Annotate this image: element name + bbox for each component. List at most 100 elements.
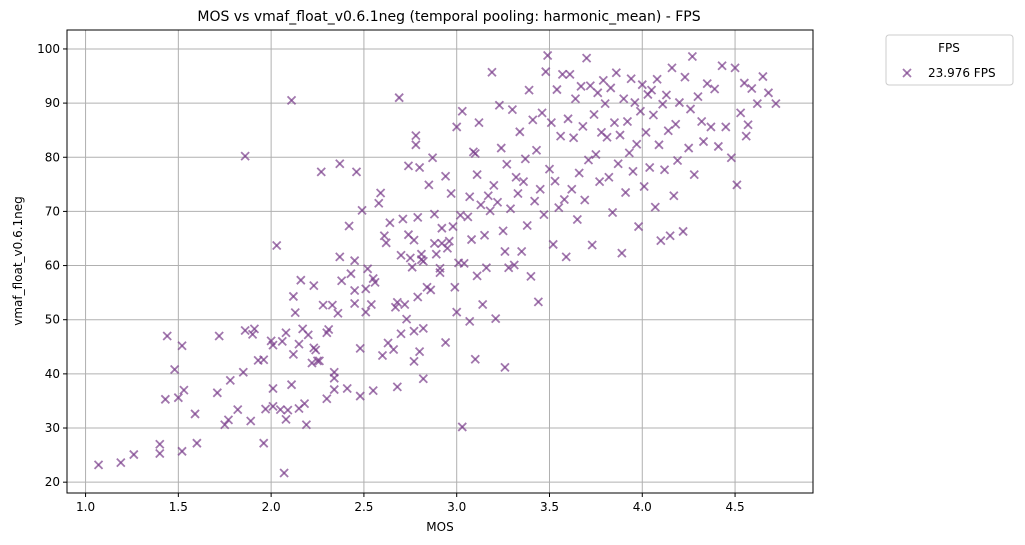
data-point (316, 167, 326, 177)
data-point (628, 166, 638, 176)
data-point (370, 277, 380, 287)
data-point (311, 345, 321, 355)
data-point (637, 80, 647, 90)
data-point (739, 78, 749, 88)
data-point (671, 119, 681, 129)
y-axis-label: vmaf_float_v0.6.1neg (11, 196, 25, 326)
data-point (743, 120, 753, 130)
x-tick-label: 4.0 (633, 500, 652, 514)
data-point (542, 50, 553, 61)
data-point (721, 122, 731, 132)
data-point (518, 176, 529, 187)
data-point (507, 104, 518, 115)
data-point (177, 341, 187, 351)
data-point (494, 100, 505, 110)
data-point (511, 172, 521, 182)
data-point (355, 391, 365, 401)
data-point (526, 271, 536, 282)
data-point (413, 292, 423, 302)
data-point (710, 84, 720, 94)
data-point (685, 104, 696, 114)
data-point (537, 108, 547, 118)
data-point (268, 340, 278, 350)
data-point (457, 422, 467, 432)
data-point (259, 438, 269, 448)
data-point (581, 53, 592, 63)
data-point (658, 99, 668, 109)
data-point (561, 252, 571, 262)
data-point (286, 380, 297, 390)
data-point (697, 116, 707, 127)
data-point (706, 122, 716, 132)
data-point (357, 205, 367, 215)
data-point (689, 169, 699, 180)
data-point (763, 88, 774, 98)
data-point (698, 136, 709, 147)
data-point (173, 393, 183, 403)
data-point (418, 323, 428, 334)
data-point (452, 307, 462, 317)
data-point (427, 153, 438, 163)
data-point (466, 234, 477, 245)
data-point (377, 350, 388, 361)
data-point (409, 235, 419, 245)
legend: FPS 23.976 FPS (885, 34, 1014, 86)
data-point (645, 162, 655, 173)
data-point (656, 236, 666, 246)
data-point (413, 212, 423, 223)
data-point (513, 188, 523, 199)
data-point (296, 275, 306, 285)
data-point (281, 328, 291, 338)
data-point (474, 117, 484, 128)
data-point (470, 354, 480, 364)
data-point (329, 373, 339, 383)
data-point (659, 165, 670, 175)
data-point (635, 106, 646, 116)
data-point (414, 162, 425, 173)
data-point (418, 256, 428, 266)
data-point (554, 202, 564, 213)
data-point (572, 214, 582, 225)
data-point (583, 155, 594, 165)
data-point (301, 420, 312, 430)
data-point (639, 181, 649, 192)
y-tick-label: 100 (37, 42, 60, 56)
data-point (361, 284, 371, 294)
data-point (594, 176, 605, 187)
data-point (496, 143, 506, 153)
data-point (481, 263, 492, 273)
data-point (492, 197, 503, 207)
data-point (400, 299, 410, 310)
data-point (396, 329, 406, 339)
data-point (411, 130, 421, 141)
data-point (732, 180, 742, 190)
x-axis-label: MOS (426, 520, 453, 534)
data-point (409, 326, 419, 336)
data-point (307, 358, 317, 368)
data-point (619, 94, 629, 104)
data-point (169, 364, 180, 375)
x-tick-label: 1.0 (76, 500, 95, 514)
data-point (214, 331, 224, 341)
data-point (615, 130, 625, 140)
data-point (444, 236, 454, 246)
data-point (465, 192, 475, 202)
grid-lines (67, 30, 813, 493)
data-point (333, 308, 343, 318)
data-point (390, 302, 401, 312)
data-point (665, 231, 675, 241)
data-point (500, 246, 510, 257)
data-point (350, 298, 360, 309)
data-point (752, 99, 762, 109)
data-point (327, 300, 338, 310)
data-point (368, 386, 378, 396)
data-point (702, 78, 712, 89)
data-point (162, 331, 172, 341)
data-point (613, 159, 623, 169)
data-point (283, 405, 293, 415)
data-point (409, 356, 419, 367)
data-point (366, 299, 376, 310)
data-point (576, 81, 586, 91)
data-point (684, 143, 694, 153)
